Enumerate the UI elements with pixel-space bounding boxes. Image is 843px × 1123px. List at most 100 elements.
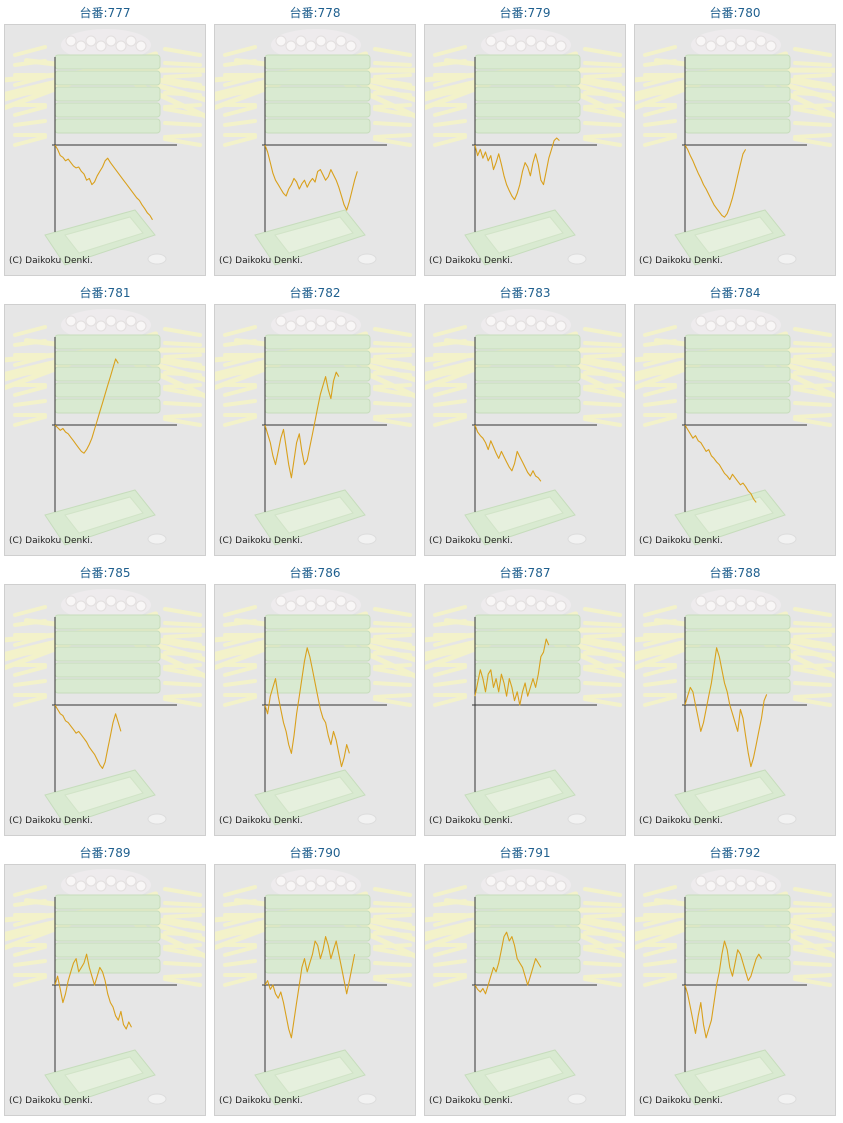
copyright-text: (C) Daikoku Denki. [9,256,93,266]
machine-number-title[interactable]: 台番:783 [499,286,551,300]
chart-panel: (C) Daikoku Denki. [634,864,836,1116]
copyright-text: (C) Daikoku Denki. [639,536,723,546]
background-illustration [5,589,205,826]
copyright-text: (C) Daikoku Denki. [219,256,303,266]
machine-number-title[interactable]: 台番:779 [499,6,551,20]
machine-number-title[interactable]: 台番:787 [499,566,551,580]
line-chart [635,29,835,266]
copyright-text: (C) Daikoku Denki. [429,256,513,266]
series-line [684,940,762,1039]
machine-number-title[interactable]: 台番:791 [499,846,551,860]
line-chart [215,869,415,1106]
line-chart [215,29,415,266]
copyright-text: (C) Daikoku Denki. [9,536,93,546]
background-illustration [635,869,835,1106]
series-line [54,144,153,221]
slot-chart-card: 台番:787 (C) Daikoku Denki. [420,560,630,840]
background-illustration [425,29,625,266]
chart-panel: (C) Daikoku Denki. [424,584,626,836]
slot-chart-card: 台番:782 (C) Daikoku Denki. [210,280,420,560]
machine-number-title[interactable]: 台番:777 [79,6,131,20]
line-chart [425,309,625,546]
background-illustration [215,29,415,266]
chart-panel: (C) Daikoku Denki. [4,584,206,836]
chart-panel: (C) Daikoku Denki. [214,24,416,276]
chart-panel: (C) Daikoku Denki. [634,304,836,556]
chart-panel: (C) Daikoku Denki. [424,304,626,556]
series-line [264,647,350,768]
chart-panel: (C) Daikoku Denki. [214,304,416,556]
line-chart [635,589,835,826]
series-line [264,371,340,479]
machine-number-title[interactable]: 台番:784 [709,286,761,300]
slot-chart-card: 台番:781 (C) Daikoku Denki. [0,280,210,560]
series-line [54,953,132,1030]
background-illustration [5,869,205,1106]
background-illustration [425,309,625,546]
copyright-text: (C) Daikoku Denki. [429,816,513,826]
copyright-text: (C) Daikoku Denki. [639,816,723,826]
background-illustration [635,589,835,826]
background-illustration [5,309,205,546]
chart-panel: (C) Daikoku Denki. [214,584,416,836]
slot-chart-card: 台番:780 (C) Daikoku Denki. [630,0,840,280]
line-chart [5,309,205,546]
chart-panel: (C) Daikoku Denki. [214,864,416,1116]
machine-number-title[interactable]: 台番:792 [709,846,761,860]
copyright-text: (C) Daikoku Denki. [429,1096,513,1106]
series-line [474,931,542,995]
machine-number-title[interactable]: 台番:789 [79,846,131,860]
line-chart [5,869,205,1106]
slot-chart-card: 台番:783 (C) Daikoku Denki. [420,280,630,560]
series-line [264,936,356,1039]
copyright-text: (C) Daikoku Denki. [9,816,93,826]
copyright-text: (C) Daikoku Denki. [219,1096,303,1106]
slot-chart-card: 台番:789 (C) Daikoku Denki. [0,840,210,1120]
background-illustration [215,589,415,826]
slot-chart-card: 台番:784 (C) Daikoku Denki. [630,280,840,560]
chart-panel: (C) Daikoku Denki. [424,864,626,1116]
slot-chart-card: 台番:778 (C) Daikoku Denki. [210,0,420,280]
series-line [474,638,550,706]
background-illustration [215,309,415,546]
copyright-text: (C) Daikoku Denki. [9,1096,93,1106]
background-illustration [635,309,835,546]
series-line [684,424,757,503]
machine-number-title[interactable]: 台番:778 [289,6,341,20]
chart-panel: (C) Daikoku Denki. [634,24,836,276]
slot-chart-card: 台番:786 (C) Daikoku Denki. [210,560,420,840]
series-line [264,144,358,211]
line-chart [5,29,205,266]
slot-chart-card: 台番:791 (C) Daikoku Denki. [420,840,630,1120]
line-chart [215,589,415,826]
series-line [54,358,119,454]
machine-number-title[interactable]: 台番:785 [79,566,131,580]
chart-panel: (C) Daikoku Denki. [4,24,206,276]
chart-panel: (C) Daikoku Denki. [424,24,626,276]
machine-number-title[interactable]: 台番:780 [709,6,761,20]
slot-chart-card: 台番:785 (C) Daikoku Denki. [0,560,210,840]
slot-chart-card: 台番:788 (C) Daikoku Denki. [630,560,840,840]
background-illustration [5,29,205,266]
chart-panel: (C) Daikoku Denki. [4,304,206,556]
background-illustration [215,869,415,1106]
copyright-text: (C) Daikoku Denki. [219,816,303,826]
slot-chart-card: 台番:779 (C) Daikoku Denki. [420,0,630,280]
machine-number-title[interactable]: 台番:790 [289,846,341,860]
background-illustration [635,29,835,266]
chart-panel: (C) Daikoku Denki. [634,584,836,836]
background-illustration [425,589,625,826]
background-illustration [425,869,625,1106]
line-chart [635,309,835,546]
series-line [684,144,747,218]
series-line [474,137,560,201]
copyright-text: (C) Daikoku Denki. [429,536,513,546]
copyright-text: (C) Daikoku Denki. [219,536,303,546]
machine-number-title[interactable]: 台番:781 [79,286,131,300]
series-line [474,424,542,482]
machine-number-title[interactable]: 台番:782 [289,286,341,300]
slot-chart-card: 台番:777 (C) Daikoku Denki. [0,0,210,280]
machine-number-title[interactable]: 台番:788 [709,566,761,580]
machine-number-title[interactable]: 台番:786 [289,566,341,580]
